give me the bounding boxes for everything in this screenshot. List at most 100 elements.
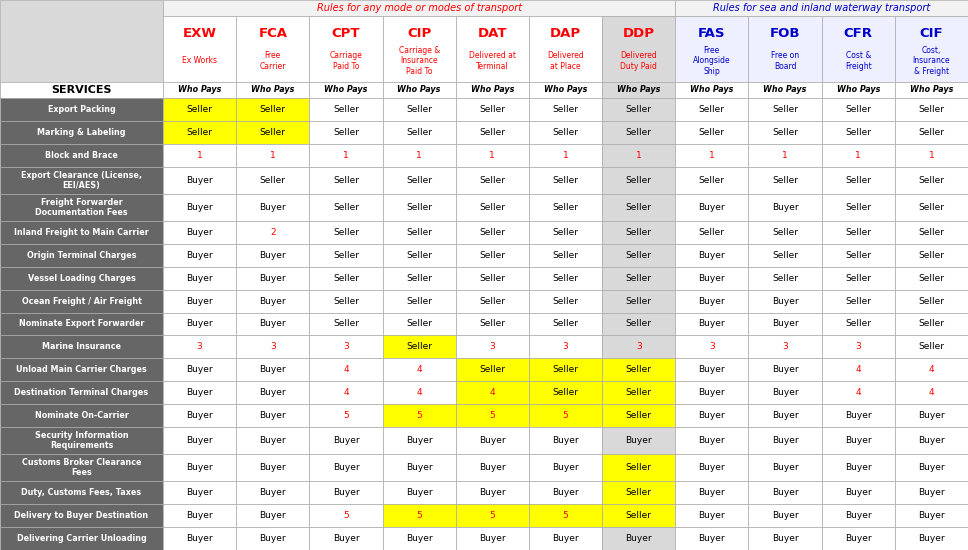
- Bar: [382, 121, 456, 144]
- Text: 1: 1: [343, 151, 348, 160]
- Text: Seller: Seller: [407, 228, 432, 237]
- Bar: [456, 404, 529, 427]
- Text: 1: 1: [490, 151, 496, 160]
- Text: Buyer: Buyer: [186, 203, 213, 212]
- Bar: [748, 527, 822, 550]
- Text: Buyer: Buyer: [259, 511, 287, 520]
- Text: Seller: Seller: [845, 228, 871, 237]
- Bar: [676, 290, 748, 312]
- Text: Seller: Seller: [919, 251, 945, 260]
- Text: Free
Alongside
Ship: Free Alongside Ship: [693, 46, 731, 76]
- Text: 4: 4: [490, 388, 495, 397]
- Text: Seller: Seller: [845, 203, 871, 212]
- Text: Cost &
Freight: Cost & Freight: [845, 51, 871, 70]
- Text: Buyer: Buyer: [771, 296, 799, 306]
- Bar: [602, 427, 676, 454]
- Bar: [0, 312, 163, 336]
- Text: 3: 3: [343, 343, 348, 351]
- Text: 3: 3: [562, 343, 568, 351]
- Bar: [0, 144, 163, 167]
- Text: DAT: DAT: [477, 28, 507, 40]
- Bar: [0, 167, 163, 194]
- Bar: [382, 427, 456, 454]
- Text: Buyer: Buyer: [918, 463, 945, 472]
- Bar: [822, 427, 894, 454]
- Bar: [310, 504, 382, 527]
- Bar: [163, 381, 236, 404]
- Bar: [748, 244, 822, 267]
- Bar: [894, 144, 968, 167]
- Bar: [0, 336, 163, 359]
- Text: Buyer: Buyer: [771, 534, 799, 543]
- Text: Buyer: Buyer: [699, 296, 725, 306]
- Bar: [310, 82, 382, 98]
- Text: 1: 1: [197, 151, 202, 160]
- Bar: [0, 82, 163, 98]
- Bar: [822, 121, 894, 144]
- Text: Delivered
at Place: Delivered at Place: [547, 51, 584, 70]
- Bar: [0, 527, 163, 550]
- Text: 4: 4: [343, 388, 348, 397]
- Bar: [456, 82, 529, 98]
- Text: Buyer: Buyer: [259, 388, 287, 397]
- Bar: [310, 267, 382, 290]
- Text: Buyer: Buyer: [186, 251, 213, 260]
- Text: Buyer: Buyer: [259, 320, 287, 328]
- Text: Who Pays: Who Pays: [764, 85, 806, 95]
- Bar: [163, 267, 236, 290]
- Text: Seller: Seller: [845, 274, 871, 283]
- Bar: [748, 359, 822, 381]
- Bar: [0, 290, 163, 312]
- Bar: [529, 381, 602, 404]
- Text: 1: 1: [856, 151, 862, 160]
- Bar: [822, 194, 894, 221]
- Text: Seller: Seller: [259, 105, 286, 114]
- Text: Seller: Seller: [553, 105, 579, 114]
- Bar: [163, 527, 236, 550]
- Text: Seller: Seller: [479, 296, 505, 306]
- Bar: [676, 121, 748, 144]
- Text: 4: 4: [856, 388, 862, 397]
- Text: Seller: Seller: [479, 320, 505, 328]
- Text: FAS: FAS: [698, 28, 726, 40]
- Text: Seller: Seller: [187, 105, 213, 114]
- Bar: [894, 454, 968, 481]
- Bar: [822, 82, 894, 98]
- Bar: [456, 359, 529, 381]
- Text: Seller: Seller: [772, 274, 798, 283]
- Text: Buyer: Buyer: [699, 251, 725, 260]
- Text: Block and Brace: Block and Brace: [45, 151, 118, 160]
- Text: Seller: Seller: [407, 320, 432, 328]
- Text: Buyer: Buyer: [259, 365, 287, 375]
- Text: Buyer: Buyer: [186, 296, 213, 306]
- Bar: [163, 144, 236, 167]
- Bar: [163, 121, 236, 144]
- Text: Who Pays: Who Pays: [617, 85, 660, 95]
- Bar: [0, 267, 163, 290]
- Text: Buyer: Buyer: [259, 296, 287, 306]
- Bar: [894, 527, 968, 550]
- Text: Seller: Seller: [919, 128, 945, 137]
- Bar: [529, 454, 602, 481]
- Text: Buyer: Buyer: [918, 511, 945, 520]
- Bar: [602, 527, 676, 550]
- Text: DDP: DDP: [622, 28, 654, 40]
- Bar: [236, 290, 310, 312]
- Text: 4: 4: [856, 365, 862, 375]
- Text: Who Pays: Who Pays: [544, 85, 588, 95]
- Text: Buyer: Buyer: [186, 228, 213, 237]
- Bar: [456, 194, 529, 221]
- Text: Buyer: Buyer: [406, 488, 433, 497]
- Bar: [310, 336, 382, 359]
- Bar: [310, 359, 382, 381]
- Text: Buyer: Buyer: [186, 534, 213, 543]
- Text: Seller: Seller: [772, 105, 798, 114]
- Bar: [894, 82, 968, 98]
- Text: Buyer: Buyer: [771, 365, 799, 375]
- Bar: [822, 454, 894, 481]
- Bar: [529, 481, 602, 504]
- Bar: [602, 336, 676, 359]
- Bar: [310, 404, 382, 427]
- Text: Seller: Seller: [553, 251, 579, 260]
- Bar: [236, 244, 310, 267]
